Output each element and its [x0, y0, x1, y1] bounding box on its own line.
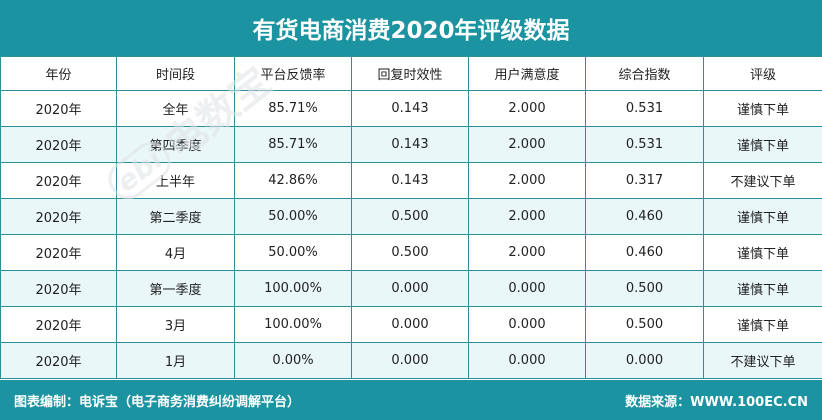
table-row: 2020年 第四季度 85.71% 0.143 2.000 0.531 谨慎下单	[0, 126, 822, 163]
cell-user-satisfaction: 2.000	[468, 126, 586, 163]
cell-period: 全年	[116, 90, 235, 127]
cell-rating: 不建议下单	[703, 162, 822, 199]
table-row: 2020年 第二季度 50.00% 0.500 2.000 0.460 谨慎下单	[0, 198, 822, 235]
cell-rating: 不建议下单	[703, 342, 822, 379]
page-title: 有货电商消费2020年评级数据	[252, 18, 570, 44]
cell-response-timeliness: 0.143	[351, 126, 469, 163]
cell-feedback-rate: 0.00%	[234, 342, 352, 379]
cell-year: 2020年	[0, 126, 117, 163]
title-bar: 有货电商消费2020年评级数据	[0, 0, 822, 56]
cell-response-timeliness: 0.000	[351, 270, 469, 307]
cell-feedback-rate: 50.00%	[234, 234, 352, 271]
column-header: 平台反馈率	[234, 56, 352, 91]
footer-compiler: 图表编制：电诉宝（电子商务消费纠纷调解平台）	[14, 394, 301, 410]
table-row: 2020年 1月 0.00% 0.000 0.000 0.000 不建议下单	[0, 342, 822, 379]
cell-year: 2020年	[0, 342, 117, 379]
cell-feedback-rate: 42.86%	[234, 162, 352, 199]
cell-composite-index: 0.460	[585, 234, 704, 271]
cell-rating: 谨慎下单	[703, 306, 822, 343]
column-header: 用户满意度	[468, 56, 586, 91]
table-row: 2020年 4月 50.00% 0.500 2.000 0.460 谨慎下单	[0, 234, 822, 271]
cell-composite-index: 0.317	[585, 162, 704, 199]
cell-rating: 谨慎下单	[703, 126, 822, 163]
cell-feedback-rate: 100.00%	[234, 270, 352, 307]
cell-period: 3月	[116, 306, 235, 343]
cell-user-satisfaction: 2.000	[468, 162, 586, 199]
cell-composite-index: 0.531	[585, 126, 704, 163]
cell-feedback-rate: 85.71%	[234, 126, 352, 163]
cell-composite-index: 0.000	[585, 342, 704, 379]
table-header-row: 年份 时间段 平台反馈率 回复时效性 用户满意度 综合指数 评级	[0, 56, 822, 91]
cell-user-satisfaction: 2.000	[468, 198, 586, 235]
cell-response-timeliness: 0.500	[351, 198, 469, 235]
cell-response-timeliness: 0.000	[351, 306, 469, 343]
column-header: 回复时效性	[351, 56, 469, 91]
cell-composite-index: 0.460	[585, 198, 704, 235]
footer-bar: 图表编制：电诉宝（电子商务消费纠纷调解平台） 数据来源：WWW.100EC.CN	[0, 380, 822, 420]
cell-feedback-rate: 50.00%	[234, 198, 352, 235]
cell-user-satisfaction: 0.000	[468, 306, 586, 343]
column-header: 时间段	[116, 56, 235, 91]
cell-period: 第四季度	[116, 126, 235, 163]
cell-composite-index: 0.500	[585, 270, 704, 307]
cell-composite-index: 0.500	[585, 306, 704, 343]
table-row: 2020年 3月 100.00% 0.000 0.000 0.500 谨慎下单	[0, 306, 822, 343]
rating-table: 年份 时间段 平台反馈率 回复时效性 用户满意度 综合指数 评级 2020年 全…	[0, 56, 822, 379]
cell-user-satisfaction: 0.000	[468, 270, 586, 307]
cell-rating: 谨慎下单	[703, 90, 822, 127]
cell-feedback-rate: 100.00%	[234, 306, 352, 343]
column-header: 综合指数	[585, 56, 704, 91]
cell-year: 2020年	[0, 90, 117, 127]
cell-user-satisfaction: 0.000	[468, 342, 586, 379]
cell-rating: 谨慎下单	[703, 270, 822, 307]
cell-year: 2020年	[0, 234, 117, 271]
cell-period: 第二季度	[116, 198, 235, 235]
cell-year: 2020年	[0, 306, 117, 343]
cell-user-satisfaction: 2.000	[468, 90, 586, 127]
cell-year: 2020年	[0, 162, 117, 199]
cell-response-timeliness: 0.500	[351, 234, 469, 271]
cell-period: 4月	[116, 234, 235, 271]
cell-year: 2020年	[0, 270, 117, 307]
cell-period: 上半年	[116, 162, 235, 199]
table-row: 2020年 上半年 42.86% 0.143 2.000 0.317 不建议下单	[0, 162, 822, 199]
cell-rating: 谨慎下单	[703, 198, 822, 235]
footer-source: 数据来源：WWW.100EC.CN	[625, 394, 808, 410]
cell-rating: 谨慎下单	[703, 234, 822, 271]
cell-response-timeliness: 0.143	[351, 162, 469, 199]
cell-response-timeliness: 0.143	[351, 90, 469, 127]
column-header: 年份	[0, 56, 117, 91]
cell-response-timeliness: 0.000	[351, 342, 469, 379]
cell-feedback-rate: 85.71%	[234, 90, 352, 127]
cell-period: 1月	[116, 342, 235, 379]
cell-year: 2020年	[0, 198, 117, 235]
table-row: 2020年 全年 85.71% 0.143 2.000 0.531 谨慎下单	[0, 90, 822, 127]
cell-period: 第一季度	[116, 270, 235, 307]
cell-user-satisfaction: 2.000	[468, 234, 586, 271]
table-row: 2020年 第一季度 100.00% 0.000 0.000 0.500 谨慎下…	[0, 270, 822, 307]
cell-composite-index: 0.531	[585, 90, 704, 127]
column-header: 评级	[703, 56, 822, 91]
